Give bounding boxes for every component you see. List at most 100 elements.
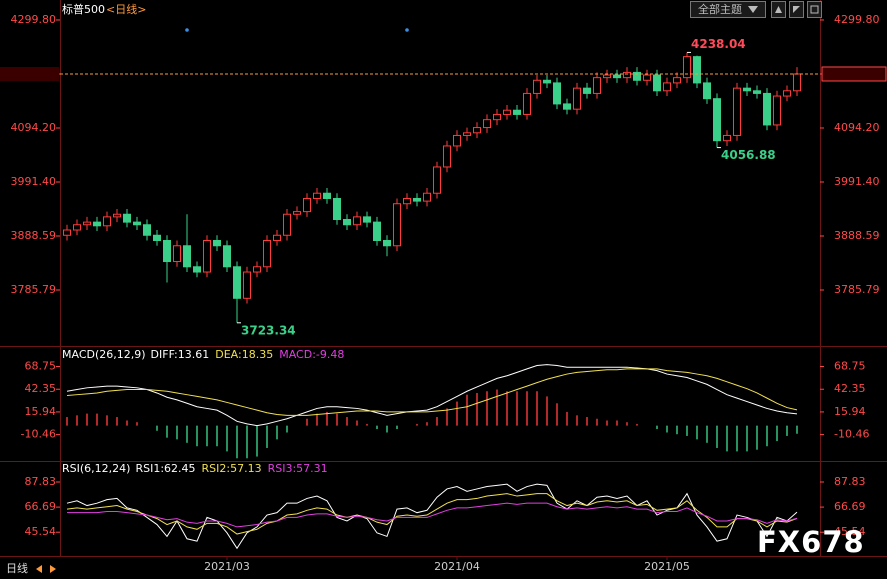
candle-body <box>183 245 191 268</box>
series-line <box>66 364 798 427</box>
candle-body <box>773 95 781 126</box>
candle-body <box>703 82 711 100</box>
candle-body <box>453 134 461 147</box>
candle-body <box>73 224 81 231</box>
y-tick-label-right: 4299.80 <box>834 13 880 26</box>
candle-body <box>343 218 351 226</box>
candle-body <box>623 71 631 79</box>
candle-body <box>233 266 241 299</box>
candle-body <box>503 109 511 115</box>
candle-body <box>513 109 521 115</box>
candle-body <box>533 79 541 94</box>
nav-icon[interactable] <box>36 565 42 573</box>
candle-body <box>263 240 271 268</box>
theme-button-label[interactable]: 全部主题 <box>698 2 742 16</box>
candle-body <box>293 211 301 215</box>
y-tick-label: 68.75 <box>25 360 57 373</box>
panel-title: RSI(6,12,24) <box>62 462 130 475</box>
candle-body <box>213 240 221 247</box>
candle-body <box>413 197 421 202</box>
y-tick-label-right: 45.54 <box>834 525 866 538</box>
candle-body <box>153 234 161 242</box>
candle-body <box>603 74 611 79</box>
theme-button[interactable] <box>690 1 766 18</box>
candle-body <box>133 221 141 226</box>
candle-body <box>83 221 91 226</box>
last-price-box <box>821 66 887 82</box>
legend-entry: RSI1:62.45 <box>135 462 195 475</box>
y-tick-label: 42.35 <box>25 382 57 395</box>
candle-body <box>223 245 231 268</box>
legend-entry: DEA:18.35 <box>215 348 273 361</box>
candle-body <box>443 145 451 168</box>
candle-body <box>543 79 551 84</box>
candle-body <box>683 56 691 79</box>
y-tick-label-right: 87.83 <box>834 475 866 488</box>
x-tick-label: 2021/05 <box>644 560 690 573</box>
icon <box>775 6 782 13</box>
candle-body <box>663 82 671 92</box>
candle-body <box>463 132 471 136</box>
candle-body <box>203 240 211 273</box>
candle-body <box>63 229 71 236</box>
candle-body <box>273 234 281 242</box>
footer-period[interactable]: 日线 <box>6 561 28 575</box>
candle-body <box>643 74 651 81</box>
candle-body <box>693 56 701 84</box>
candle-body <box>253 266 261 273</box>
icon <box>810 5 819 14</box>
y-tick-label-right: 3991.40 <box>834 175 880 188</box>
y-tick-label-right: 68.75 <box>834 360 866 373</box>
y-tick-label: 45.54 <box>25 525 57 538</box>
y-tick-label-right: 3888.59 <box>834 229 880 242</box>
extreme-label: 4056.88 <box>721 148 776 162</box>
legend-entry: RSI3:57.31 <box>268 462 328 475</box>
y-tick-label: 4299.80 <box>11 13 57 26</box>
candle-body <box>243 271 251 299</box>
candle-body <box>753 90 761 94</box>
y-tick-label: 3991.40 <box>11 175 57 188</box>
candle-body <box>493 113 501 121</box>
event-marker[interactable] <box>185 28 189 32</box>
candle-body <box>573 87 581 110</box>
candle-body <box>303 197 311 213</box>
candle-body <box>363 216 371 223</box>
y-tick-label: 15.94 <box>25 405 57 418</box>
y-tick-label: 4094.20 <box>11 121 57 134</box>
candle-body <box>733 87 741 136</box>
candle-body <box>163 240 171 263</box>
candle-body <box>323 192 331 199</box>
event-marker[interactable] <box>405 28 409 32</box>
candle-body <box>713 98 721 142</box>
watermark: FX678 <box>757 525 865 559</box>
icon-button[interactable] <box>807 1 822 18</box>
candle-body <box>193 266 201 273</box>
candle-body <box>583 87 591 94</box>
candle-body <box>103 216 111 227</box>
candle-body <box>313 192 321 199</box>
y-tick-label-right: 66.69 <box>834 500 866 513</box>
series-line <box>66 368 798 416</box>
extreme-label: 3723.34 <box>241 323 296 337</box>
legend-entry: MACD:-9.48 <box>279 348 344 361</box>
y-tick-label: -10.46 <box>21 428 56 441</box>
candle-body <box>353 216 361 226</box>
candle-body <box>743 87 751 92</box>
candle-body <box>793 73 801 92</box>
candle-body <box>553 82 561 105</box>
y-tick-label-right: -10.46 <box>834 428 869 441</box>
x-tick-label: 2021/04 <box>434 560 480 573</box>
candle-body <box>563 103 571 110</box>
candle-body <box>403 197 411 205</box>
x-tick-label: 2021/03 <box>204 560 250 573</box>
dropdown-icon[interactable] <box>748 6 758 13</box>
candle-body <box>113 213 121 218</box>
nav-icon[interactable] <box>50 565 56 573</box>
candle-body <box>473 127 481 134</box>
symbol: 标普500 <box>62 2 105 16</box>
extreme-label: 4238.04 <box>691 37 746 51</box>
period[interactable]: <日线> <box>106 2 146 16</box>
toolbar: 全部主题 <box>690 1 822 18</box>
candle-body <box>333 197 341 220</box>
legend-entry: DIFF:13.61 <box>151 348 210 361</box>
